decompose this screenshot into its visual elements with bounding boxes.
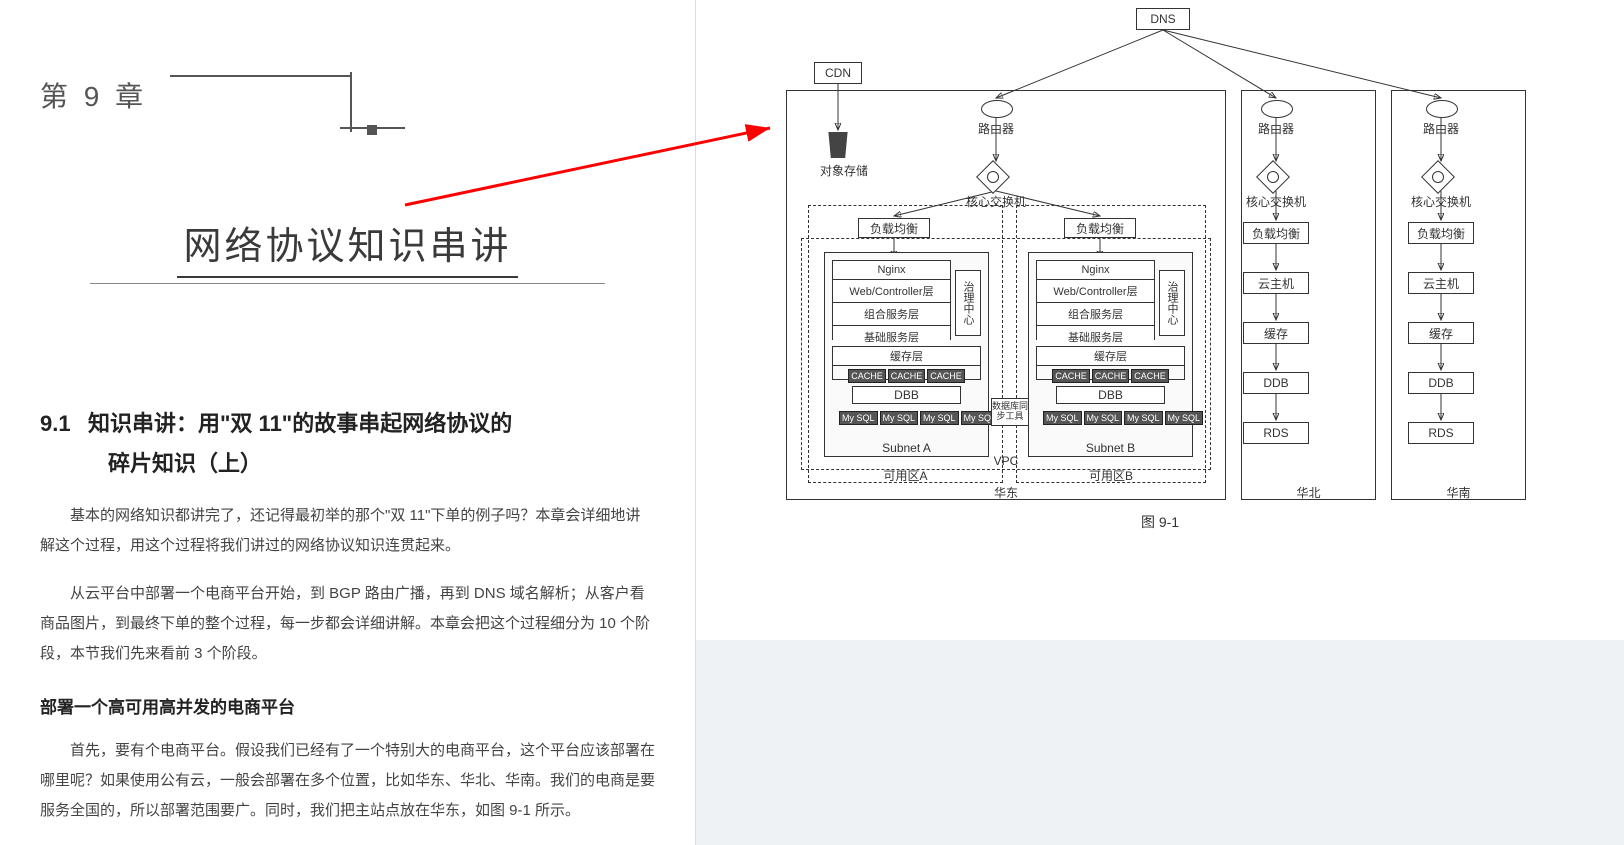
- b-subnet-label: Subnet B: [1028, 441, 1193, 455]
- paragraph-3: 首先，要有个电商平台。假设我们已经有了一个特别大的电商平台，这个平台应该部署在哪…: [40, 736, 655, 826]
- a-dbb: DBB: [852, 386, 961, 404]
- lb-a: 负载均衡: [858, 218, 930, 238]
- node-dns: DNS: [1136, 8, 1190, 30]
- router-north-icon: [1261, 100, 1293, 118]
- paragraph-1: 基本的网络知识都讲完了，还记得最初举的那个"双 11"下单的例子吗？本章会详细地…: [40, 501, 655, 561]
- router-south-icon-label: 路由器: [1411, 120, 1471, 137]
- a-cache-layer: 缓存层CACHECACHECACHECACHE: [832, 346, 981, 380]
- a-governance-center: 治理中心: [955, 270, 981, 336]
- frame-east-label: 华东: [786, 484, 1226, 501]
- section-title-line1: 知识串讲：用"双 11"的故事串起网络协议的: [88, 411, 512, 436]
- north-chain-4: RDS: [1243, 422, 1309, 444]
- b-layer-1: Web/Controller层: [1037, 280, 1154, 303]
- node-cdn: CDN: [814, 62, 862, 84]
- north-chain-3: DDB: [1243, 372, 1309, 394]
- right-page: ↺ DNSCDN对象存储华东华北华南路由器路由器路由器核心交换机核心交换机核心交…: [696, 0, 1624, 845]
- body-text: 基本的网络知识都讲完了，还记得最初举的那个"双 11"下单的例子吗？本章会详细地…: [40, 501, 655, 826]
- south-chain-2: 缓存: [1408, 322, 1474, 344]
- figure-9-1-container: DNSCDN对象存储华东华北华南路由器路由器路由器核心交换机核心交换机核心交换机…: [696, 0, 1624, 640]
- b-dbb: DBB: [1056, 386, 1165, 404]
- router-east-icon-label: 路由器: [966, 120, 1026, 137]
- b-layer-2: 组合服务层: [1037, 303, 1154, 326]
- b-layer-3: 基础服务层: [1037, 326, 1154, 348]
- switch-north-icon-label: 核心交换机: [1246, 193, 1306, 210]
- switch-south-icon-label: 核心交换机: [1411, 193, 1471, 210]
- b-service-stack: NginxWeb/Controller层组合服务层基础服务层: [1036, 260, 1155, 340]
- sub-heading: 部署一个高可用高并发的电商平台: [40, 693, 655, 718]
- south-chain-4: RDS: [1408, 422, 1474, 444]
- chapter-title-wrap: 网络协议知识串讲: [40, 215, 655, 284]
- section-9-1: 9.1知识串讲：用"双 11"的故事串起网络协议的 碎片知识（上） 基本的网络知…: [40, 404, 655, 826]
- chapter-title: 网络协议知识串讲: [177, 215, 517, 278]
- section-heading: 9.1知识串讲：用"双 11"的故事串起网络协议的: [40, 404, 655, 444]
- a-subnet-label: Subnet A: [824, 441, 989, 455]
- left-page: 第 9 章 网络协议知识串讲 9.1知识串讲：用"双 11"的故事串起网络协议的…: [0, 0, 696, 845]
- a-layer-2: 组合服务层: [833, 303, 950, 326]
- b-mysql-row: My SQLMy SQLMy SQLMy SQL: [1042, 408, 1204, 426]
- a-layer-1: Web/Controller层: [833, 280, 950, 303]
- chapter-decoration-line: [170, 75, 350, 77]
- north-chain-0: 负载均衡: [1243, 222, 1309, 244]
- figure-caption: 图 9-1: [696, 512, 1624, 532]
- north-chain-1: 云主机: [1243, 272, 1309, 294]
- b-layer-0: Nginx: [1037, 261, 1154, 280]
- router-east-icon: [981, 100, 1013, 118]
- a-service-stack: NginxWeb/Controller层组合服务层基础服务层: [832, 260, 951, 340]
- south-chain-0: 负载均衡: [1408, 222, 1474, 244]
- frame-north-label: 华北: [1241, 484, 1376, 501]
- a-layer-3: 基础服务层: [833, 326, 950, 348]
- router-north-icon-label: 路由器: [1246, 120, 1306, 137]
- a-mysql-row: My SQLMy SQLMy SQLMy SQL: [838, 408, 1000, 426]
- south-chain-3: DDB: [1408, 372, 1474, 394]
- page-root: 第 9 章 网络协议知识串讲 9.1知识串讲：用"双 11"的故事串起网络协议的…: [0, 0, 1624, 845]
- section-title-line2: 碎片知识（上）: [40, 444, 655, 484]
- south-chain-1: 云主机: [1408, 272, 1474, 294]
- frame-south-label: 华南: [1391, 484, 1526, 501]
- router-south-icon: [1426, 100, 1458, 118]
- db-sync: 数据库同步工具: [991, 398, 1029, 426]
- north-chain-2: 缓存: [1243, 322, 1309, 344]
- lb-b: 负载均衡: [1064, 218, 1136, 238]
- b-governance-center: 治理中心: [1159, 270, 1185, 336]
- a-layer-0: Nginx: [833, 261, 950, 280]
- b-cache-layer: 缓存层CACHECACHECACHECACHE: [1036, 346, 1185, 380]
- paragraph-2: 从云平台中部署一个电商平台开始，到 BGP 路由广播，再到 DNS 域名解析；从…: [40, 579, 655, 669]
- chapter-number: 第 9 章: [40, 75, 655, 115]
- figure-9-1-diagram: DNSCDN对象存储华东华北华南路由器路由器路由器核心交换机核心交换机核心交换机…: [696, 0, 1624, 640]
- section-number: 9.1: [40, 404, 88, 444]
